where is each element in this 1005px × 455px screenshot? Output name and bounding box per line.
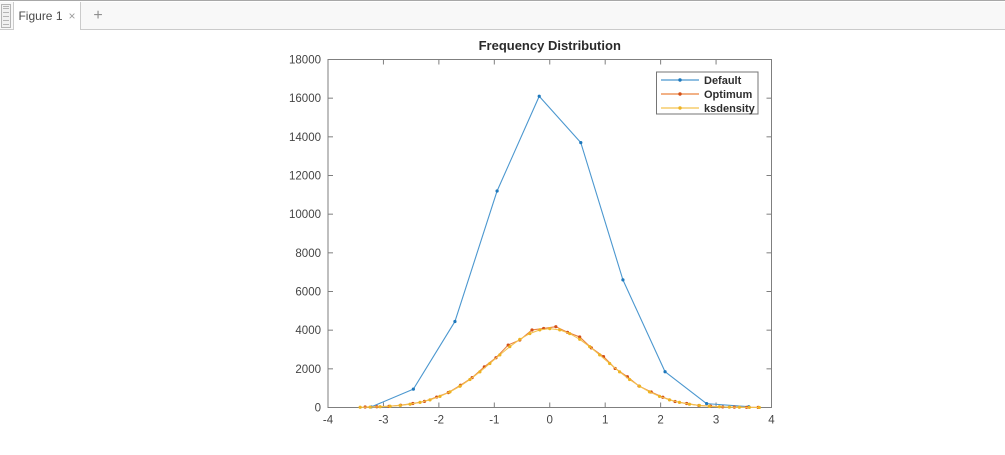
x-tick-label: 3 — [713, 415, 719, 427]
series-marker-ksdensity — [508, 345, 512, 349]
y-tick-label: 16000 — [289, 93, 321, 105]
legend-box[interactable] — [656, 71, 759, 115]
series-marker-ksdensity — [737, 405, 741, 409]
legend-entry-optimum: Optimum — [704, 89, 752, 101]
legend-entry-default: Default — [704, 75, 742, 87]
series-marker-ksdensity — [528, 331, 532, 336]
series-marker-ksdensity — [608, 361, 612, 366]
series-marker-ksdensity — [518, 337, 522, 341]
series-marker-ksdensity — [727, 405, 731, 409]
legend-entry-ksdensity: ksdensity — [704, 103, 756, 115]
series-line-default[interactable] — [371, 95, 749, 408]
series-marker-ksdensity — [747, 405, 751, 409]
tab-bar: Figure 1 × + — [0, 2, 1005, 30]
drag-grip-icon[interactable] — [1, 4, 11, 28]
x-tick-label: 1 — [602, 415, 608, 427]
series-marker-ksdensity — [408, 402, 412, 406]
y-tick-label: 2000 — [295, 364, 321, 376]
series-marker-ksdensity — [578, 337, 582, 341]
y-tick-label: 10000 — [289, 209, 321, 221]
series-marker-default — [621, 278, 625, 282]
y-tick-label: 8000 — [295, 248, 321, 260]
y-tick-label: 12000 — [289, 171, 321, 183]
series-marker-ksdensity — [598, 353, 602, 357]
series-marker-default — [579, 141, 583, 145]
series-marker-ksdensity — [637, 384, 642, 388]
series-marker-ksdensity — [438, 394, 442, 398]
y-tick-label: 4000 — [295, 325, 321, 337]
series-marker-ksdensity — [448, 390, 452, 394]
series-marker-ksdensity — [627, 377, 632, 382]
y-tick-label: 6000 — [295, 287, 321, 299]
x-tick-label: -1 — [489, 415, 499, 427]
series-marker-ksdensity — [647, 390, 652, 394]
series-marker-default — [705, 402, 709, 406]
series-marker-default — [453, 319, 457, 324]
series-marker-ksdensity — [538, 328, 542, 332]
series-marker-ksdensity — [667, 398, 672, 402]
legend-marker-sample — [678, 92, 682, 96]
series-marker-ksdensity — [428, 398, 432, 402]
series-marker-ksdensity — [588, 345, 592, 349]
series-marker-ksdensity — [488, 361, 492, 366]
series-marker-ksdensity — [498, 353, 502, 357]
series-marker-default — [663, 370, 667, 374]
chart-title: Frequency Distribution — [479, 38, 621, 53]
tab-label: Figure 1 — [18, 9, 63, 23]
series-line-optimum[interactable] — [365, 326, 759, 408]
series-marker-ksdensity — [378, 405, 382, 409]
new-tab-button[interactable]: + — [93, 7, 103, 24]
series-marker-ksdensity — [398, 403, 402, 408]
x-tick-label: 2 — [657, 415, 663, 427]
x-tick-label: -2 — [434, 415, 444, 427]
tab-close-icon[interactable]: × — [68, 9, 76, 23]
series-marker-ksdensity — [657, 394, 662, 398]
x-tick-label: -3 — [378, 415, 388, 427]
series-marker-ksdensity — [388, 404, 392, 408]
series-marker-ksdensity — [548, 327, 552, 331]
series-marker-ksdensity — [687, 402, 692, 406]
series-marker-ksdensity — [618, 370, 622, 374]
y-tick-label: 0 — [315, 403, 321, 415]
legend-marker-sample — [678, 78, 682, 82]
y-tick-label: 14000 — [289, 132, 321, 144]
series-marker-ksdensity — [478, 370, 482, 374]
x-tick-label: -4 — [323, 415, 334, 427]
series-marker-default — [495, 189, 499, 193]
figure-canvas[interactable]: -4 -3 -2 -1 0 1 2 3 4 0 2000 4000 6000 8000 10000 12000… — [0, 30, 1005, 455]
legend-marker-sample — [678, 106, 682, 110]
series-marker-ksdensity — [458, 384, 462, 388]
series-marker-ksdensity — [757, 405, 761, 410]
series-marker-ksdensity — [468, 377, 472, 382]
series-marker-ksdensity — [568, 331, 572, 336]
series-marker-ksdensity — [677, 400, 682, 404]
series-marker-ksdensity — [697, 403, 702, 408]
series-marker-ksdensity — [717, 405, 721, 409]
figure-area: -4 -3 -2 -1 0 1 2 3 4 0 2000 4000 6000 8000 10000 12000… — [0, 30, 1005, 455]
series-marker-ksdensity — [358, 405, 362, 409]
series-marker-ksdensity — [418, 400, 422, 404]
y-tick-label: 18000 — [289, 55, 321, 67]
series-marker-default — [411, 387, 415, 391]
x-tick-label: 4 — [768, 415, 775, 427]
series-marker-optimum — [578, 335, 582, 339]
series-marker-ksdensity — [368, 405, 372, 409]
tab-figure-1[interactable]: Figure 1 × — [13, 2, 81, 30]
series-marker-optimum — [530, 328, 534, 332]
x-tick-label: 0 — [547, 415, 553, 427]
series-marker-optimum — [554, 325, 558, 329]
series-line-ksdensity[interactable] — [360, 328, 760, 408]
series-marker-ksdensity — [707, 404, 712, 408]
series-marker-default — [537, 94, 541, 98]
series-marker-ksdensity — [558, 328, 562, 332]
